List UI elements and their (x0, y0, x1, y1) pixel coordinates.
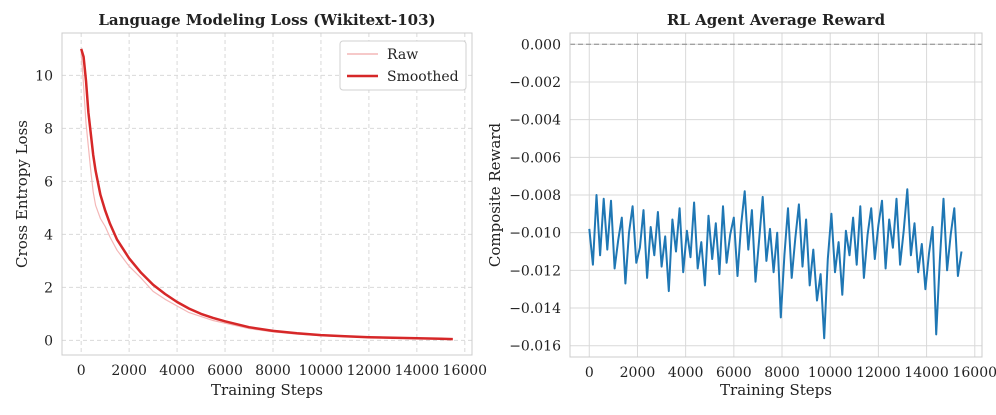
x-tick-label: 14000 (904, 365, 949, 381)
y-tick-label: 0.000 (521, 37, 561, 53)
x-tick-label: 4000 (159, 363, 195, 379)
x-tick-label: 4000 (668, 365, 704, 381)
x-tick-label: 16000 (443, 363, 488, 379)
x-tick-label: 6000 (716, 365, 752, 381)
series-line-raw (80, 51, 453, 340)
x-tick-label: 12000 (856, 365, 901, 381)
x-tick-label: 10000 (299, 363, 344, 379)
loss-gridlines (62, 33, 472, 355)
loss-x-ticks: 0 2000 4000 6000 8000 10000 12000 14000 16000 (77, 363, 487, 379)
reward-chart: 0 2000 4000 6000 8000 10000 12000 14000 16000 0.… (486, 11, 996, 399)
y-tick-label: −0.008 (509, 188, 561, 204)
x-tick-label: 8000 (255, 363, 291, 379)
x-tick-label: 0 (585, 365, 594, 381)
y-tick-label: −0.014 (509, 301, 561, 317)
x-tick-label: 10000 (808, 365, 853, 381)
x-tick-label: 14000 (395, 363, 440, 379)
reward-x-axis-label: Training Steps (720, 381, 832, 399)
x-tick-label: 8000 (764, 365, 800, 381)
y-tick-label: 2 (44, 280, 53, 296)
x-tick-label: 2000 (620, 365, 656, 381)
reward-series (588, 188, 963, 340)
reward-y-ticks: 0.000 −0.002 −0.004 −0.006 −0.008 −0.010 −0.01… (509, 37, 561, 354)
reward-y-axis-label: Composite Reward (486, 122, 504, 267)
loss-chart: 0 2000 4000 6000 8000 10000 12000 14000 16000 0 2… (13, 11, 487, 399)
y-tick-label: 8 (44, 121, 53, 137)
loss-y-ticks: 0 2 4 6 8 10 (35, 68, 53, 349)
x-tick-label: 2000 (111, 363, 147, 379)
x-tick-label: 6000 (207, 363, 243, 379)
reward-gridlines (570, 33, 982, 357)
y-tick-label: −0.016 (509, 339, 561, 355)
legend-raw-label: Raw (387, 47, 418, 63)
reward-chart-title: RL Agent Average Reward (667, 11, 886, 29)
series-line-average-reward (588, 188, 963, 340)
loss-series (80, 48, 453, 341)
loss-legend: Raw Smoothed (339, 40, 467, 91)
y-tick-label: −0.012 (509, 263, 561, 279)
y-tick-label: −0.006 (509, 150, 561, 166)
y-tick-label: 0 (44, 333, 53, 349)
x-tick-label: 12000 (347, 363, 392, 379)
reward-plot-frame (569, 32, 983, 358)
y-tick-label: −0.010 (509, 226, 561, 242)
y-tick-label: −0.004 (509, 113, 561, 129)
y-tick-label: −0.002 (509, 75, 561, 91)
y-tick-label: 6 (44, 174, 53, 190)
loss-x-axis-label: Training Steps (211, 381, 323, 399)
series-line-smoothed (80, 48, 453, 341)
y-tick-label: 4 (44, 227, 53, 243)
loss-y-axis-label: Cross Entropy Loss (13, 120, 31, 268)
y-tick-label: 10 (35, 68, 53, 84)
loss-chart-title: Language Modeling Loss (Wikitext-103) (98, 11, 435, 29)
legend-smoothed-label: Smoothed (387, 69, 459, 85)
reward-x-ticks: 0 2000 4000 6000 8000 10000 12000 14000 16000 (585, 365, 996, 381)
x-tick-label: 0 (77, 363, 86, 379)
loss-plot-frame (61, 32, 473, 356)
x-tick-label: 16000 (952, 365, 996, 381)
